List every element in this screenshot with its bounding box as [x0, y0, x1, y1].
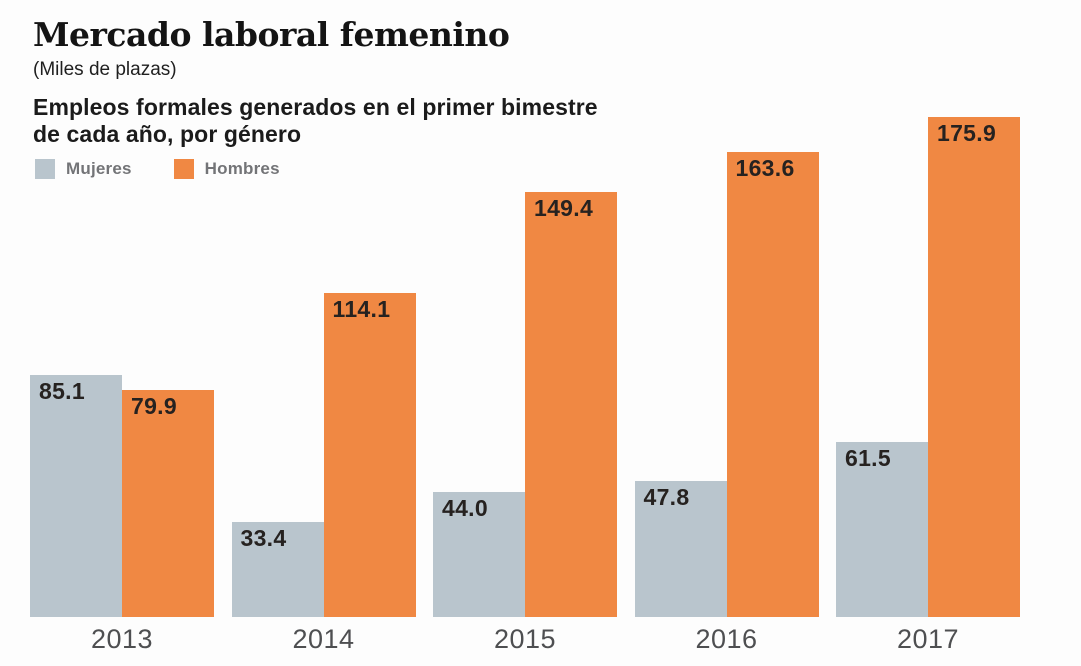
bar-hombres-2014: 114.1	[323, 292, 416, 617]
hombres-swatch-icon	[173, 159, 194, 179]
bars-row-2013: 85.1 79.9	[30, 97, 214, 617]
bar-hombres-2013: 79.9	[122, 389, 214, 617]
chart-header: Mercado laboral femenino (Miles de plaza…	[33, 16, 598, 148]
bars-row-2015: 44.0 149.4	[433, 97, 617, 617]
x-axis-label-2015: 2015	[493, 624, 557, 654]
bar-value-label-hombres-2017: 175.9	[937, 120, 997, 147]
bar-group-2017: 61.5 175.9 2017	[836, 97, 1020, 655]
bar-hombres-2015: 149.4	[525, 192, 617, 617]
bar-value-label-mujeres-2017: 61.5	[845, 445, 891, 472]
bar-mujeres-2013: 85.1	[30, 375, 122, 617]
legend-item-mujeres: Mujeres	[35, 159, 132, 179]
bar-group-2015: 44.0 149.4 2015	[433, 97, 617, 655]
x-axis-label-2016: 2016	[695, 624, 758, 654]
bar-group-2014: 33.4 114.1 2014	[231, 97, 416, 655]
chart-units: (Miles de plazas)	[33, 59, 177, 80]
bar-hombres-2016: 163.6	[726, 152, 819, 617]
bar-group-2013: 85.1 79.9 2013	[30, 97, 214, 655]
bar-value-label-hombres-2014: 114.1	[332, 295, 391, 322]
x-axis-label-2017: 2017	[896, 624, 960, 654]
bar-group-2016: 47.8 163.6 2016	[634, 97, 819, 655]
bar-value-label-hombres-2013: 79.9	[131, 392, 177, 419]
bar-value-label-mujeres-2015: 44.0	[442, 495, 488, 521]
chart-subtitle: Empleos formales generados en el primer …	[33, 94, 598, 148]
bar-chart: 85.1 79.9 2013 33.4 114.1 2014 44.0 149.4 2015 47…	[30, 97, 1020, 655]
x-axis-label-2013: 2013	[90, 624, 154, 654]
x-axis-label-2014: 2014	[292, 624, 355, 654]
bar-mujeres-2014: 33.4	[231, 522, 324, 617]
bar-value-label-mujeres-2014: 33.4	[240, 525, 287, 552]
chart-subtitle-line1: Empleos formales generados en el primer …	[33, 94, 598, 120]
bar-mujeres-2016: 47.8	[634, 481, 727, 617]
chart-title: Mercado laboral femenino	[33, 15, 510, 54]
bar-value-label-hombres-2015: 149.4	[534, 195, 594, 222]
legend-item-hombres: Hombres	[173, 159, 280, 179]
legend-label-hombres: Hombres	[204, 159, 280, 178]
bar-mujeres-2017: 61.5	[836, 442, 928, 617]
bar-value-label-mujeres-2016: 47.8	[643, 484, 690, 511]
bars-row-2016: 47.8 163.6	[634, 97, 819, 617]
legend-label-mujeres: Mujeres	[66, 159, 132, 178]
bar-hombres-2017: 175.9	[928, 117, 1020, 617]
chart-subtitle-line2: de cada año, por género	[33, 121, 302, 147]
mujeres-swatch-icon	[35, 159, 55, 179]
bar-mujeres-2015: 44.0	[433, 492, 525, 617]
bar-value-label-hombres-2016: 163.6	[735, 155, 795, 181]
bar-value-label-mujeres-2013: 85.1	[39, 378, 85, 405]
bars-row-2017: 61.5 175.9	[836, 97, 1020, 617]
bars-row-2014: 33.4 114.1	[231, 97, 416, 617]
legend: Mujeres Hombres	[35, 159, 280, 179]
